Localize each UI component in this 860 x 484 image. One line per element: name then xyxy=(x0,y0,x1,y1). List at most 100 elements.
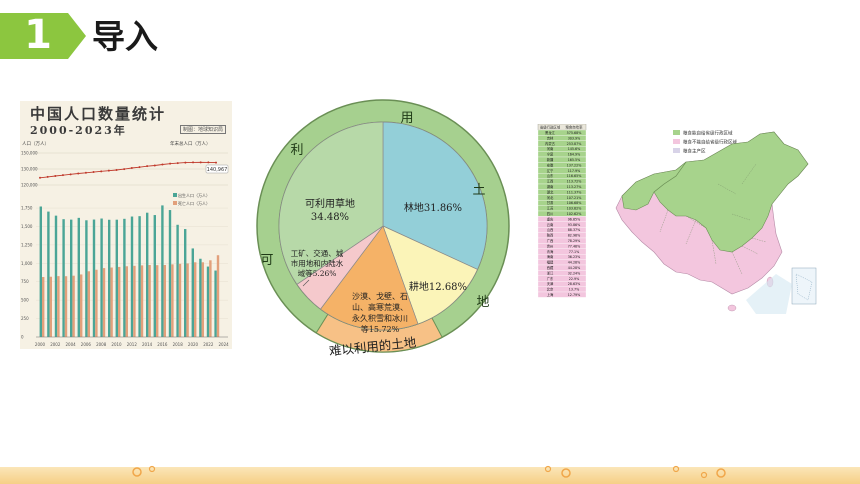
map-legend-label: 粮食主产区 xyxy=(683,148,706,155)
map-table-province: 福建 xyxy=(547,260,554,265)
map-table-rate: 575.68% xyxy=(567,131,582,135)
pie-label-urban: 工矿、交通、城市用地和内陆水域等5.26% xyxy=(291,248,344,278)
map-table-province: 湖北 xyxy=(547,189,554,194)
map-legend-swatch xyxy=(673,139,680,144)
population-xtick: 2000 xyxy=(35,342,46,347)
pie-slice-forest xyxy=(382,121,488,270)
map-legend-swatch xyxy=(673,148,680,153)
map-table-province: 浙江 xyxy=(547,270,554,275)
population-xtick: 2020 xyxy=(188,342,199,347)
population-chart-title: 中国人口数量统计 xyxy=(30,105,167,123)
population-end-box xyxy=(205,164,229,174)
population-total-point xyxy=(69,173,72,176)
population-births-bar xyxy=(77,217,80,337)
bottom-decorative-strip xyxy=(0,465,860,484)
population-births-bar xyxy=(100,218,103,337)
population-births-bar xyxy=(153,215,156,337)
map-table-rate: 113.27% xyxy=(567,185,582,189)
map-province-border xyxy=(659,209,669,233)
map-table-province: 甘肃 xyxy=(547,200,554,205)
population-xtick: 2024 xyxy=(219,342,230,347)
population-total-point xyxy=(107,169,110,172)
map-table-rate: 103.62% xyxy=(567,207,582,211)
population-total-point xyxy=(176,162,179,165)
map-xinjiang-region xyxy=(621,161,687,211)
population-deaths-bar xyxy=(178,263,182,337)
map-table-province: 江西 xyxy=(547,179,554,184)
map-table-province: 内蒙古 xyxy=(545,141,556,146)
slide-header: 1 导入 xyxy=(0,0,860,70)
map-table-province: 新疆 xyxy=(547,157,554,162)
population-births-bar xyxy=(191,248,194,337)
map-table-rate: 137.22% xyxy=(567,163,582,167)
population-total-point xyxy=(153,164,156,167)
map-table-province: 云南 xyxy=(547,222,554,227)
map-table-rate: 44.28% xyxy=(568,266,581,270)
map-table-province: 江苏 xyxy=(547,206,554,211)
section-number: 1 xyxy=(24,12,52,58)
pie-ring-char: 可 xyxy=(260,253,273,268)
map-province-border xyxy=(741,245,759,255)
population-births-bar xyxy=(168,210,172,337)
map-table-province: 天津 xyxy=(547,281,554,286)
population-deaths-bar xyxy=(140,265,144,337)
map-table-province: 四川 xyxy=(547,212,554,216)
population-legend-births: 出生人口（万人） xyxy=(178,192,210,198)
population-deaths-bar xyxy=(163,265,166,337)
map-table-province: 山东 xyxy=(547,173,554,178)
map-province-border xyxy=(685,215,707,229)
population-total-point xyxy=(199,161,202,164)
population-xtick: 2006 xyxy=(81,342,92,347)
population-chart-source: 制图：地球知识局 xyxy=(180,125,227,134)
map-table-rate: 77.46% xyxy=(568,244,581,248)
map-table-rate: 106.68% xyxy=(567,201,582,205)
population-chart-graphic: 人口（万人） 年末总人口（万人） 150,000 130,000 120,000 140,… xyxy=(21,140,230,347)
map-table-rate: 22.9% xyxy=(569,277,579,281)
population-deaths-bar xyxy=(156,265,159,337)
map-table-province: 重庆 xyxy=(547,216,554,221)
map-table-rate: 93.86% xyxy=(568,223,581,227)
population-deaths-bar xyxy=(110,267,113,337)
population-bottom-ytick: 250 xyxy=(21,316,29,321)
population-total-point xyxy=(77,172,80,175)
population-chart-image: 人口（万人） 年末总人口（万人） 150,000 130,000 120,000 140,… xyxy=(20,101,232,349)
pie-slice-desert xyxy=(320,225,419,331)
land-use-pie-image: 林地31.86% 耕地12.68% 沙漠、戈壁、石山、高寒荒漠、永久积雪和冰川等15… xyxy=(247,98,527,362)
map-table-province: 上海 xyxy=(547,292,554,297)
population-deaths-bar xyxy=(64,276,68,337)
pie-label-urban-leader xyxy=(302,279,310,287)
pie-label-forest: 林地31.86% xyxy=(404,201,462,214)
map-table-province: 安徽 xyxy=(547,162,554,167)
population-total-point xyxy=(161,163,164,166)
map-table-header-province: 省级行政区域 xyxy=(540,125,561,130)
population-births-bar xyxy=(214,270,217,337)
population-deaths-bar xyxy=(125,266,128,337)
map-table-rate: 28.63% xyxy=(568,282,581,286)
population-top-ytick: 120,000 xyxy=(21,183,38,188)
population-total-point xyxy=(207,161,210,164)
map-table-province: 河北 xyxy=(547,195,554,200)
population-deaths-bar xyxy=(42,277,45,337)
population-total-point xyxy=(169,162,172,165)
map-table-rate: 96.65% xyxy=(568,217,581,221)
pie-slice-grassland xyxy=(278,121,384,285)
population-xtick: 2010 xyxy=(111,342,122,347)
map-table-rate: 12.79% xyxy=(568,293,581,297)
map-table-row xyxy=(537,291,587,298)
population-births-bar xyxy=(39,206,42,337)
population-total-point xyxy=(92,171,95,174)
population-births-bar xyxy=(199,258,202,337)
population-total-point xyxy=(146,165,149,168)
map-sea xyxy=(746,274,792,314)
population-total-point xyxy=(39,176,41,179)
population-deaths-bar xyxy=(201,262,204,337)
pie-ring-char: 土 xyxy=(472,183,485,198)
population-deaths-bar xyxy=(133,265,136,337)
population-births-bar xyxy=(115,219,118,337)
population-deaths-bar xyxy=(87,271,90,337)
population-total-point xyxy=(54,174,57,177)
map-table-province: 辽宁 xyxy=(547,168,554,173)
map-table-province: 陕西 xyxy=(547,233,554,238)
population-total-point xyxy=(130,167,133,170)
